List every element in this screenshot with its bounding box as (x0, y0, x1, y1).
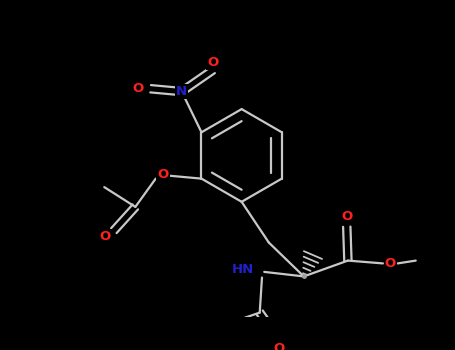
Text: O: O (384, 257, 396, 270)
Text: O: O (341, 210, 352, 223)
Text: O: O (273, 342, 284, 350)
Text: O: O (157, 168, 169, 181)
Text: HN: HN (232, 263, 254, 276)
Text: O: O (207, 56, 218, 69)
Text: O: O (100, 230, 111, 243)
Text: O: O (132, 82, 144, 95)
Text: N: N (176, 85, 187, 98)
